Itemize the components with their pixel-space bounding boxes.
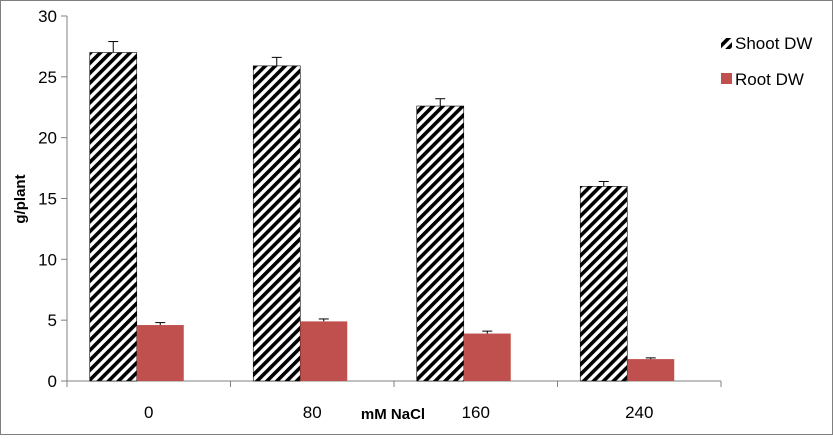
y-tick-label: 25	[38, 68, 57, 87]
tick-labels: 0 5 10 15 20 25 30 0 80 160 240	[38, 7, 653, 422]
bar-root-dw-0	[136, 325, 184, 381]
bar-shoot-dw-240	[579, 186, 628, 382]
x-tick-label: 160	[462, 403, 490, 422]
bar-root-dw-240	[627, 359, 675, 381]
bar-shoot-dw-0	[89, 52, 138, 382]
bars	[89, 52, 675, 382]
error-bars	[108, 41, 656, 360]
legend-label-shoot-dw: Shoot DW	[735, 34, 812, 53]
x-tick-label: 80	[303, 403, 322, 422]
x-axis-title: mM NaCl	[361, 406, 425, 423]
bar-shoot-dw-80	[252, 65, 301, 382]
y-tick-label: 0	[48, 372, 57, 391]
y-tick-label: 15	[38, 190, 57, 209]
bar-root-dw-80	[300, 321, 348, 381]
legend-swatch-root-dw	[721, 73, 732, 84]
bar-root-dw-160	[463, 333, 511, 381]
legend: Shoot DW Root DW	[721, 34, 812, 89]
bar-shoot-dw-160	[416, 105, 465, 382]
y-axis-title: g/plant	[12, 174, 29, 223]
legend-swatch-shoot-dw	[721, 38, 732, 49]
legend-label-root-dw: Root DW	[735, 70, 804, 89]
x-tick-label: 0	[144, 403, 153, 422]
y-tick-label: 5	[48, 311, 57, 330]
y-tick-label: 10	[38, 250, 57, 269]
y-tick-label: 30	[38, 7, 57, 26]
y-tick-label: 20	[38, 129, 57, 148]
x-tick-label: 240	[625, 403, 653, 422]
